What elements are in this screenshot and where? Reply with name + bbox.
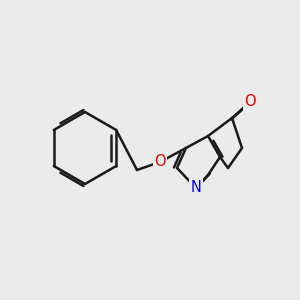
- Text: N: N: [190, 181, 201, 196]
- Text: O: O: [154, 154, 166, 169]
- Text: O: O: [244, 94, 256, 110]
